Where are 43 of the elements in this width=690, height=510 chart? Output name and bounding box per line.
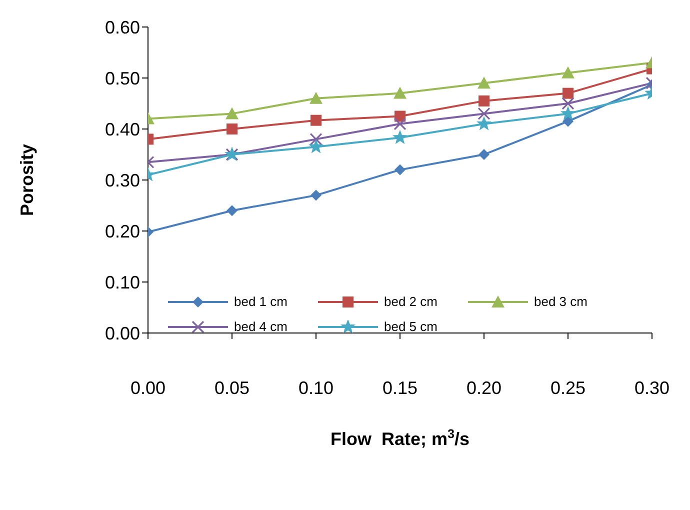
point (562, 88, 574, 99)
point (310, 92, 322, 104)
point (310, 114, 322, 126)
point (393, 130, 407, 144)
y-tick-label: 0.00 (104, 323, 140, 344)
y-tick-label: 0.50 (104, 68, 140, 88)
point (310, 132, 322, 146)
point (394, 164, 406, 176)
point (226, 205, 238, 216)
point (309, 140, 323, 153)
point (310, 190, 322, 201)
point (478, 95, 490, 106)
point (394, 86, 406, 99)
point (226, 124, 238, 134)
y-axis-title: Porosity (17, 144, 37, 216)
x-tick-label: 0.20 (466, 378, 502, 398)
point (562, 97, 574, 110)
point (478, 107, 490, 120)
x-tick-label: 0.00 (130, 378, 166, 398)
point (478, 76, 490, 89)
legend-label: bed 3 cm (534, 294, 588, 309)
x-tick-label: 0.05 (214, 378, 250, 398)
legend-label: bed 1 cm (234, 294, 288, 309)
y-tick-label: 0.20 (104, 221, 140, 242)
y-tick-label: 0.10 (104, 272, 140, 292)
legend-label: bed 4 cm (234, 319, 288, 334)
x-tick-label: 0.25 (550, 378, 586, 398)
legend-label: bed 2 cm (384, 294, 438, 309)
point (561, 106, 575, 120)
point (562, 116, 574, 127)
point (394, 118, 406, 130)
point (562, 66, 574, 78)
x-tick-label: 0.15 (382, 378, 418, 398)
y-tick-label: 0.30 (104, 170, 140, 190)
point (478, 149, 490, 160)
x-tick-label: 0.10 (298, 378, 334, 398)
point (226, 107, 238, 120)
x-axis-title: Flow Rate; m$^{3}$/s (330, 427, 470, 449)
y-tick-label: 0.40 (104, 119, 140, 140)
y-tick-label: 0.60 (104, 17, 140, 38)
x-tick-label: 0.30 (634, 378, 670, 398)
point (477, 116, 491, 130)
legend-label: bed 5 cm (384, 319, 438, 334)
